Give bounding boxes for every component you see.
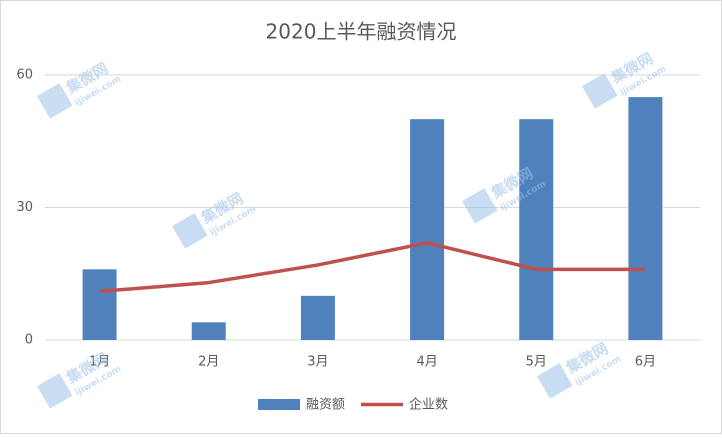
x-tick-label: 6月 (635, 355, 656, 370)
watermark-logo (462, 188, 498, 224)
bar (191, 322, 226, 340)
y-tick-label: 60 (16, 68, 33, 83)
line (99, 241, 646, 294)
watermark-logo (37, 83, 73, 119)
x-tick-label: 2月 (198, 355, 219, 370)
bar (410, 119, 445, 341)
x-tick-label: 5月 (526, 355, 547, 370)
chart-title: 2020上半年融资情况 (266, 20, 457, 44)
bar (300, 295, 335, 340)
bar (82, 269, 117, 340)
bar (519, 119, 554, 341)
x-tick-label: 3月 (307, 355, 328, 370)
x-tick-label: 1月 (89, 355, 110, 370)
watermark-logo (37, 373, 73, 409)
y-tick-label: 30 (16, 200, 33, 215)
x-tick-label: 4月 (416, 355, 437, 370)
watermark-logo (582, 73, 618, 109)
legend-swatch (258, 399, 300, 410)
bar (628, 97, 663, 340)
y-tick-label: 0 (25, 333, 33, 348)
watermark-logo (537, 363, 573, 399)
legend-label: 融资额 (306, 398, 345, 413)
legend-label: 企业数 (409, 397, 448, 413)
watermark-logo (172, 213, 208, 249)
